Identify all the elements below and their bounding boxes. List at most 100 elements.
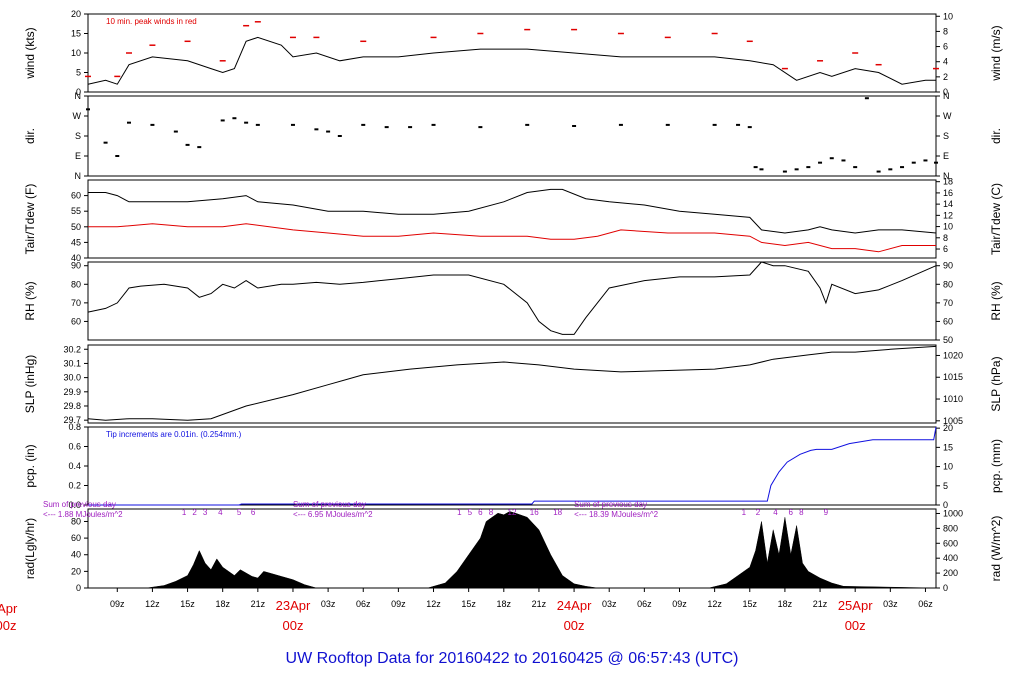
direction-point	[326, 130, 331, 133]
direction-point	[384, 126, 389, 129]
hour-tick-label: 06z	[637, 599, 652, 609]
temp-right-tick-label: 18	[943, 177, 953, 187]
temp-right-tick-label: 14	[943, 199, 953, 209]
direction-point	[86, 108, 90, 111]
direction-point	[173, 130, 178, 133]
daily-sum-label: <--- 1.88 MJoules/m^2	[43, 510, 123, 519]
dir-panel-frame	[87, 95, 937, 177]
hour-tick-label: 03z	[321, 599, 336, 609]
rad-right-tick-label: 400	[943, 553, 958, 563]
hour-tick-label: 21z	[532, 599, 547, 609]
direction-point	[337, 135, 342, 137]
direction-point	[197, 146, 202, 149]
hour-tick-label: 12z	[707, 599, 722, 609]
hour-tick-label: 06z	[918, 599, 933, 609]
temp-series-tair	[88, 188, 937, 234]
direction-point	[747, 126, 752, 129]
direction-point	[220, 119, 225, 122]
pcp-right-tick-label: 15	[943, 442, 953, 452]
direction-point	[115, 155, 120, 157]
pcp-left-tick-label: 0.0	[68, 500, 81, 510]
direction-point	[759, 168, 764, 171]
dir-left-tick-label: N	[75, 171, 82, 181]
wind-left-tick-label: 20	[71, 9, 81, 19]
rh-right-tick-label: 70	[943, 298, 953, 308]
hour-tick-label: 03z	[883, 599, 898, 609]
dir-left-tick-label: S	[75, 131, 81, 141]
hour-tick-label: 03z	[602, 599, 617, 609]
pcp-right-tick-label: 20	[943, 423, 953, 433]
hour-mark-label: 4	[773, 508, 778, 517]
dir-right-tick-label: W	[943, 111, 952, 121]
direction-point	[255, 123, 260, 126]
rh-right-tick-label: 80	[943, 279, 953, 289]
rh-right-tick-label: 60	[943, 316, 953, 326]
direction-point	[431, 123, 436, 126]
rad-left-tick-label: 80	[71, 516, 81, 526]
dir-left-tick-label: W	[73, 111, 82, 121]
chart-title: UW Rooftop Data for 20160422 to 20160425…	[285, 650, 739, 667]
day-hour-label: 00z	[0, 618, 16, 633]
pcp-annotation: Tip increments are 0.01in. (0.254mm.)	[106, 430, 242, 439]
direction-point	[150, 123, 155, 126]
dir-right-tick-label: N	[943, 171, 950, 181]
temp-left-tick-label: 50	[71, 222, 81, 232]
slp-right-axis-title: SLP (hPa)	[989, 356, 1003, 411]
dir-left-tick-label: E	[75, 151, 81, 161]
slp-left-tick-label: 29.9	[63, 387, 81, 397]
radiation-area	[88, 511, 937, 589]
direction-point	[753, 166, 758, 169]
hour-mark-label: 2	[192, 508, 197, 517]
pcp-left-tick-label: 0.8	[68, 422, 81, 432]
hour-tick-label: 18z	[497, 599, 512, 609]
temp-left-tick-label: 60	[71, 191, 81, 201]
pcp-left-tick-label: 0.6	[68, 442, 81, 452]
pcp-series-accumulated-precipitation	[88, 426, 937, 506]
direction-point	[829, 157, 834, 160]
wind-right-tick-label: 6	[943, 42, 948, 52]
rad-right-tick-label: 800	[943, 523, 958, 533]
wind-right-tick-label: 8	[943, 26, 948, 36]
rad-left-tick-label: 20	[71, 566, 81, 576]
hour-mark-label: 6	[789, 508, 794, 517]
direction-point	[572, 125, 577, 127]
pcp-right-tick-label: 0	[943, 500, 948, 510]
slp-panel-frame	[87, 344, 937, 424]
rh-panel-frame	[87, 261, 937, 341]
slp-right-tick-label: 1010	[943, 394, 963, 404]
hour-tick-label: 18z	[778, 599, 793, 609]
wind-annotation: 10 min. peak winds in red	[106, 17, 197, 26]
direction-point	[525, 123, 530, 126]
hour-mark-label: 16	[530, 508, 539, 517]
rad-left-tick-label: 40	[71, 550, 81, 560]
hour-tick-label: 15z	[743, 599, 758, 609]
direction-point	[126, 121, 131, 124]
direction-point	[794, 168, 799, 171]
wind-right-tick-label: 0	[943, 87, 948, 97]
day-hour-label: 00z	[845, 618, 866, 633]
direction-point	[864, 97, 869, 100]
temp-right-tick-label: 6	[943, 244, 948, 254]
hour-tick-label: 06z	[356, 599, 371, 609]
pcp-left-tick-label: 0.4	[68, 461, 81, 471]
temp-panel-frame	[87, 179, 937, 259]
day-hour-label: 00z	[564, 618, 585, 633]
hour-tick-label: 12z	[145, 599, 160, 609]
slp-left-tick-label: 30.0	[63, 373, 81, 383]
rh-left-axis-title: RH (%)	[23, 281, 37, 320]
daily-sum-label: <--- 18.39 MJoules/m^2	[574, 510, 659, 519]
rad-right-tick-label: 1000	[943, 508, 963, 518]
rh-right-tick-label: 50	[943, 335, 953, 345]
hour-mark-label: 1	[182, 508, 187, 517]
direction-point	[934, 161, 938, 164]
hour-mark-label: 18	[553, 508, 562, 517]
pcp-left-axis-title: pcp. (in)	[23, 444, 37, 487]
dir-left-tick-label: N	[75, 91, 82, 101]
wind-right-tick-label: 4	[943, 57, 948, 67]
hour-tick-label: 09z	[391, 599, 406, 609]
rad-left-tick-label: 60	[71, 533, 81, 543]
temp-right-tick-label: 10	[943, 222, 953, 232]
rh-left-tick-label: 80	[71, 279, 81, 289]
hour-tick-label: 09z	[672, 599, 687, 609]
temp-right-axis-title: Tair/Tdew (C)	[989, 183, 1003, 255]
